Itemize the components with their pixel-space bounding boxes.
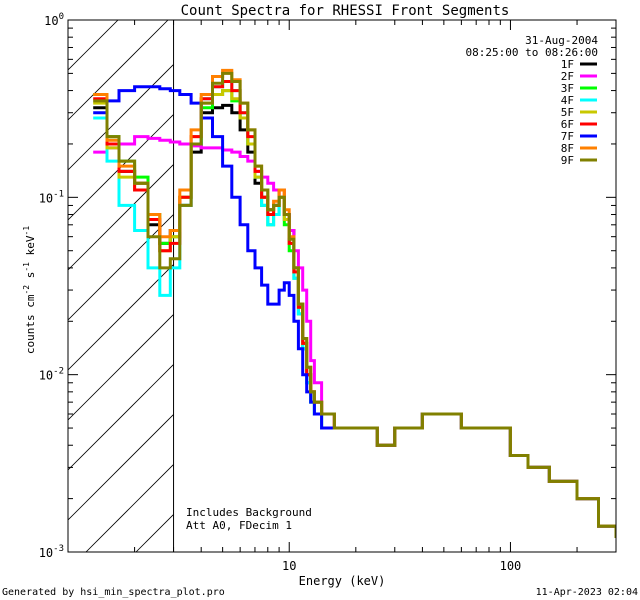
series-lines xyxy=(93,68,616,538)
y-tick-label: 10-3 xyxy=(39,544,64,560)
y-tick-label: 10-2 xyxy=(39,367,64,383)
legend-label-6F: 6F xyxy=(561,118,574,131)
attenuator-annotation: Att A0, FDecim 1 xyxy=(186,519,292,532)
generated-by-footer: Generated by hsi_min_spectra_plot.pro xyxy=(2,587,225,598)
y-tick-exponent: -1 xyxy=(53,189,64,199)
y-tick-exponent: -2 xyxy=(53,367,64,377)
y-axis-label-exp: -2 xyxy=(22,285,31,295)
date-annotation: 31-Aug-2004 xyxy=(525,34,598,47)
timestamp-footer: 11-Apr-2023 02:04 xyxy=(536,587,638,598)
legend-label-9F: 9F xyxy=(561,154,574,167)
series-line-6F xyxy=(93,80,616,538)
hatch-line xyxy=(68,20,69,21)
y-tick-base: 10 xyxy=(39,191,53,205)
legend-label-4F: 4F xyxy=(561,94,574,107)
hatch-line xyxy=(68,64,174,171)
y-axis-label-part: counts cm xyxy=(24,294,37,354)
background-hatched-region xyxy=(68,20,174,552)
series-line-7F xyxy=(93,85,616,538)
y-axis-label-exp: -1 xyxy=(22,226,31,236)
legend-label-7F: 7F xyxy=(561,130,574,143)
y-axis-label-part: s xyxy=(24,272,37,285)
legend-label-5F: 5F xyxy=(561,106,574,119)
y-tick-label: 10-1 xyxy=(39,189,64,205)
y-tick-base: 10 xyxy=(39,369,53,383)
background-annotation: Includes Background xyxy=(186,506,312,519)
x-tick-label: 10 xyxy=(282,559,296,573)
hatch-line xyxy=(68,20,119,71)
y-tick-base: 10 xyxy=(44,14,58,28)
series-line-1F xyxy=(93,103,616,538)
y-tick-exponent: 0 xyxy=(59,12,64,22)
plot-frame xyxy=(67,19,617,553)
axis-ticks xyxy=(68,19,617,553)
series-line-5F xyxy=(93,89,616,538)
hatch-line xyxy=(135,514,174,552)
series-line-9F xyxy=(93,71,616,538)
chart-title: Count Spectra for RHESSI Front Segments xyxy=(181,3,510,19)
time-range-annotation: 08:25:00 to 08:26:00 xyxy=(466,46,598,59)
y-tick-exponent: -3 xyxy=(53,544,64,554)
series-line-4F xyxy=(93,80,616,538)
hatch-line xyxy=(68,164,174,271)
hatch-line xyxy=(68,314,174,421)
y-axis-label-part: keV xyxy=(24,235,37,262)
legend-label-2F: 2F xyxy=(561,70,574,83)
hatch-line xyxy=(68,214,174,321)
x-tick-labels: 10 100 xyxy=(282,559,521,573)
series-line-2F xyxy=(93,135,616,538)
legend-label-3F: 3F xyxy=(561,82,574,95)
legend-label-1F: 1F xyxy=(561,58,574,71)
series-line-3F xyxy=(93,89,616,538)
y-tick-label: 100 xyxy=(44,12,64,28)
y-tick-base: 10 xyxy=(39,546,53,560)
x-axis-label: Energy (keV) xyxy=(299,574,386,588)
y-axis-label: counts cm-2 s-1 keV-1 xyxy=(22,226,37,354)
x-tick-label: 100 xyxy=(500,559,522,573)
hatch-line xyxy=(68,364,174,471)
y-axis-label-exp: -1 xyxy=(22,262,31,272)
legend-label-8F: 8F xyxy=(561,142,574,155)
hatch-line xyxy=(68,20,169,121)
hatch-line xyxy=(68,264,174,371)
hatch-line xyxy=(68,414,174,521)
hatch-line xyxy=(85,464,174,552)
